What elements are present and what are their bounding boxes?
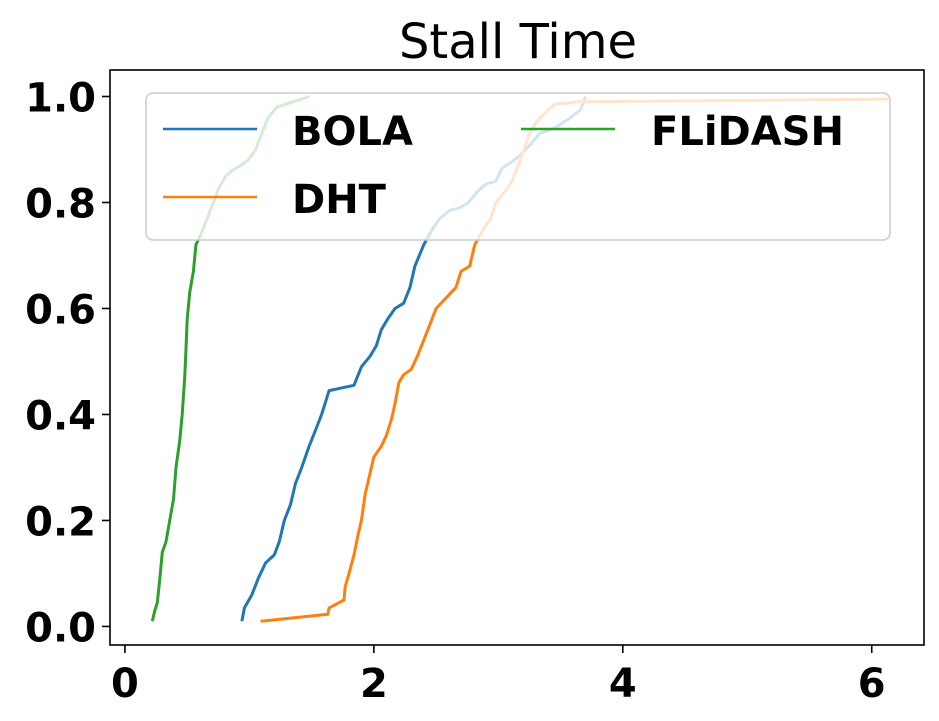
legend-box [145,92,891,241]
x-tick-label: 6 [858,661,886,707]
legend-item-flidash: FLiDASH [521,109,844,155]
y-tick-label: 0.4 [25,393,96,439]
y-tick-label: 0.6 [25,287,96,333]
legend-label-flidash: FLiDASH [651,109,844,155]
y-tick-label: 0.0 [25,605,96,651]
legend-item-bola: BOLA [163,109,413,155]
x-tick-label: 2 [360,661,388,707]
legend-item-dht: DHT [163,177,387,223]
legend-label-bola: BOLA [292,109,413,155]
x-tick-label: 0 [111,661,139,707]
legend-label-dht: DHT [292,177,387,223]
legend: BOLA DHT FLiDASH [145,92,891,241]
y-tick-label: 0.8 [25,181,96,227]
y-tick-label: 1.0 [25,75,96,121]
y-tick-label: 0.2 [25,499,96,545]
chart-title: Stall Time [399,14,637,70]
plot-area-frame [109,69,925,646]
axis-layer: 0 2 4 6 0.0 0.2 0.4 0.6 0.8 1.0 [25,75,886,707]
x-tick-label: 4 [609,661,637,707]
